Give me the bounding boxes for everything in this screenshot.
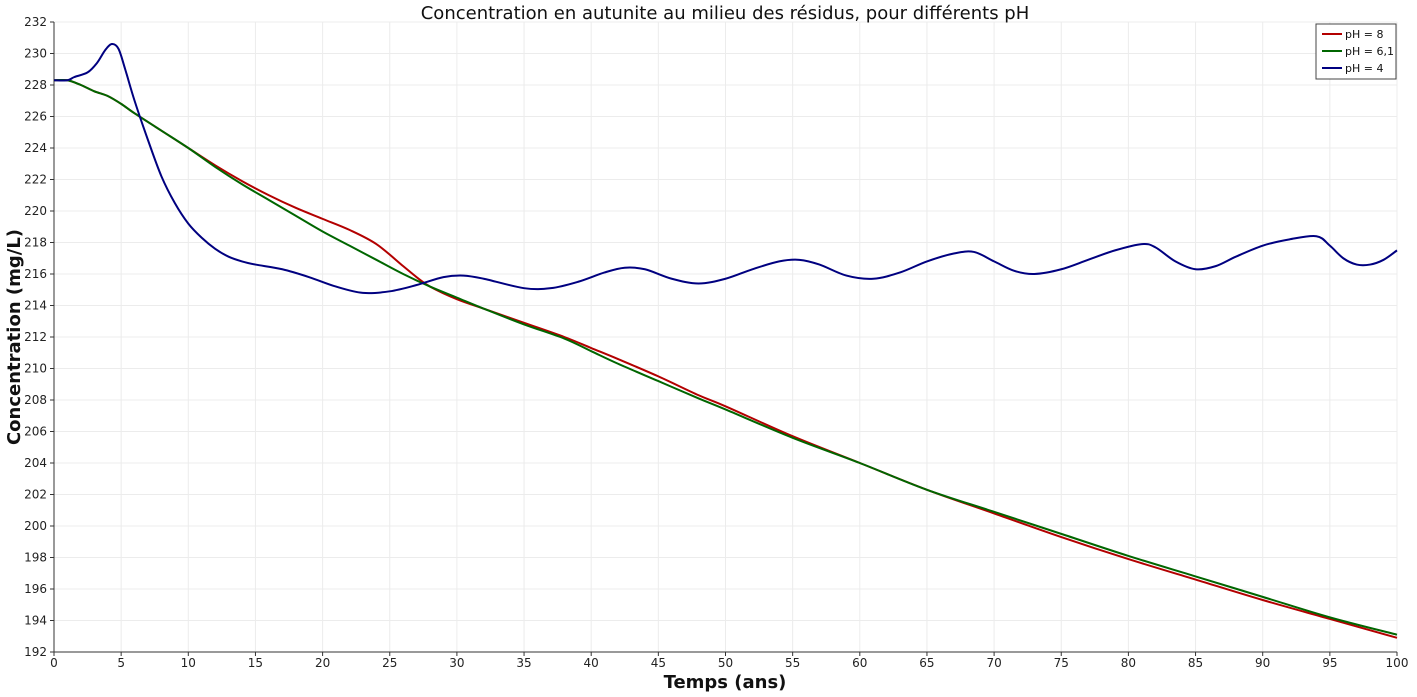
y-tick-label: 210 (24, 362, 47, 376)
x-tick-label: 5 (117, 656, 125, 670)
series-line-2 (53, 78, 1398, 636)
x-tick-label: 55 (785, 656, 800, 670)
y-tick-label: 218 (24, 236, 47, 250)
y-tick-label: 226 (24, 110, 47, 124)
x-tick-label: 95 (1322, 656, 1337, 670)
grid (54, 21, 1398, 652)
y-tick-label: 232 (24, 15, 47, 29)
y-axis-title: Concentration (mg/L) (4, 229, 25, 445)
y-tick-label: 206 (24, 425, 47, 439)
legend-label-2: pH = 6,1 (1345, 45, 1394, 58)
x-tick-label: 40 (584, 656, 599, 670)
series-group (53, 43, 1398, 639)
y-tick-label: 198 (24, 551, 47, 565)
y-tick-label: 222 (24, 173, 47, 187)
y-tick-label: 220 (24, 204, 47, 218)
x-tick-label: 45 (651, 656, 666, 670)
chart-title: Concentration en autunite au milieu des … (421, 3, 1030, 24)
x-tick-label: 15 (248, 656, 263, 670)
y-tick-label: 192 (24, 645, 47, 659)
y-tick-label: 212 (24, 330, 47, 344)
x-tick-label: 75 (1054, 656, 1069, 670)
y-tick-label: 200 (24, 519, 47, 533)
y-tick-label: 214 (24, 299, 47, 313)
y-tick-label: 208 (24, 393, 47, 407)
x-axis-title: Temps (ans) (664, 672, 787, 693)
x-tick-label: 20 (315, 656, 330, 670)
y-tick-label: 216 (24, 267, 47, 281)
x-tick-label: 80 (1121, 656, 1136, 670)
x-tick-label: 85 (1188, 656, 1203, 670)
y-tick-label: 228 (24, 78, 47, 92)
y-tick-label: 196 (24, 582, 47, 596)
x-tick-label: 90 (1255, 656, 1270, 670)
series-line-3 (53, 43, 1398, 295)
legend-label-1: pH = 8 (1345, 28, 1383, 41)
x-tick-label: 50 (718, 656, 733, 670)
x-tick-label: 10 (181, 656, 196, 670)
x-tick-label: 35 (516, 656, 531, 670)
y-tick-label: 224 (24, 141, 47, 155)
x-tick-label: 70 (986, 656, 1001, 670)
y-tick-label: 202 (24, 488, 47, 502)
x-tick-label: 100 (1386, 656, 1409, 670)
x-tick-label: 25 (382, 656, 397, 670)
x-tick-label: 30 (449, 656, 464, 670)
tick-labels: 0 5 10 15 20 25 30 35 40 45 50 55 60 65 70 75 80 85 90 95 10… (24, 15, 1408, 670)
y-tick-label: 230 (24, 47, 47, 61)
x-tick-label: 60 (852, 656, 867, 670)
y-tick-label: 194 (24, 614, 47, 628)
legend-label-3: pH = 4 (1345, 62, 1383, 75)
y-tick-label: 204 (24, 456, 47, 470)
x-tick-label: 0 (50, 656, 58, 670)
legend: pH = 8 pH = 6,1 pH = 4 (1315, 23, 1397, 80)
x-tick-label: 65 (919, 656, 934, 670)
